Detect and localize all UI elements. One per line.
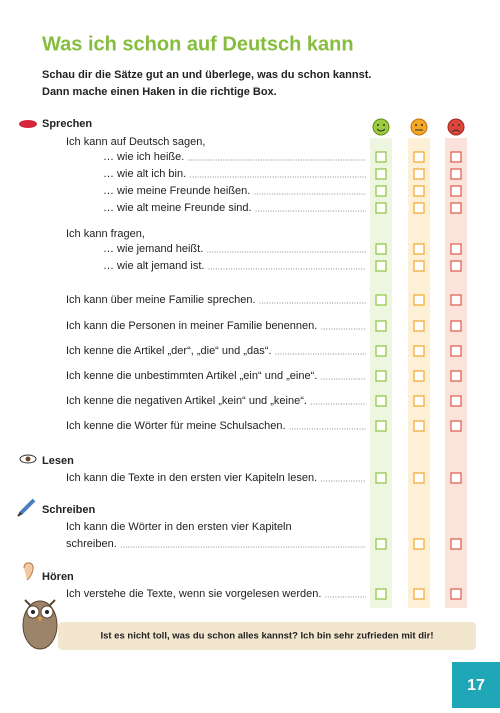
statement: … wie jemand heißt. bbox=[103, 243, 203, 255]
footer-text: Ist es nicht toll, was du schon alles ka… bbox=[100, 631, 433, 642]
checkbox[interactable] bbox=[375, 185, 387, 197]
statement: … wie alt jemand ist. bbox=[103, 260, 204, 272]
page-number: 17 bbox=[467, 677, 485, 694]
statement: Ich kann die Wörter in den ersten vier K… bbox=[66, 521, 292, 533]
checkbox[interactable] bbox=[375, 294, 387, 306]
checkbox[interactable] bbox=[450, 320, 462, 332]
checkbox[interactable] bbox=[375, 345, 387, 357]
statement: … wie alt meine Freunde sind. bbox=[103, 202, 252, 214]
checkbox[interactable] bbox=[375, 320, 387, 332]
checkbox[interactable] bbox=[413, 370, 425, 382]
checkbox[interactable] bbox=[413, 202, 425, 214]
checkbox[interactable] bbox=[450, 472, 462, 484]
title: Was ich schon auf Deutsch kann bbox=[42, 33, 354, 55]
checkbox[interactable] bbox=[375, 420, 387, 432]
checkbox[interactable] bbox=[450, 370, 462, 382]
checkbox[interactable] bbox=[450, 420, 462, 432]
section-title: Lesen bbox=[42, 455, 74, 467]
icon-lips bbox=[19, 120, 37, 128]
checkbox[interactable] bbox=[375, 168, 387, 180]
icon-pencil bbox=[17, 498, 36, 517]
checkbox[interactable] bbox=[450, 185, 462, 197]
footer-banner bbox=[58, 622, 476, 650]
checkbox[interactable] bbox=[450, 151, 462, 163]
checkbox[interactable] bbox=[375, 370, 387, 382]
checkbox[interactable] bbox=[413, 151, 425, 163]
owl bbox=[22, 599, 58, 650]
checkbox[interactable] bbox=[375, 395, 387, 407]
section-title: Sprechen bbox=[42, 118, 92, 130]
checkbox[interactable] bbox=[375, 243, 387, 255]
statement: Ich kenne die negativen Artikel „kein“ u… bbox=[66, 395, 307, 407]
statement: Ich kenne die Artikel „der“, „die“ und „… bbox=[66, 345, 271, 357]
checkbox[interactable] bbox=[413, 395, 425, 407]
checkbox[interactable] bbox=[375, 151, 387, 163]
section-title: Hören bbox=[42, 571, 74, 583]
checkbox[interactable] bbox=[375, 588, 387, 600]
checkbox[interactable] bbox=[450, 202, 462, 214]
checkbox[interactable] bbox=[413, 588, 425, 600]
statement: … wie meine Freunde heißen. bbox=[103, 185, 250, 197]
checkbox[interactable] bbox=[413, 260, 425, 272]
checkbox[interactable] bbox=[450, 588, 462, 600]
checkbox[interactable] bbox=[450, 294, 462, 306]
smiley-neutral bbox=[410, 118, 428, 136]
checkbox[interactable] bbox=[450, 345, 462, 357]
checkbox[interactable] bbox=[413, 168, 425, 180]
statement: Ich kenne die unbestimmten Artikel „ein“… bbox=[66, 370, 317, 382]
checkbox[interactable] bbox=[450, 538, 462, 550]
checkbox[interactable] bbox=[375, 538, 387, 550]
smiley-sad bbox=[447, 118, 465, 136]
checkbox[interactable] bbox=[450, 260, 462, 272]
icon-eye bbox=[19, 454, 37, 464]
statement: … wie alt ich bin. bbox=[103, 168, 186, 180]
checkbox[interactable] bbox=[450, 168, 462, 180]
checkbox[interactable] bbox=[450, 243, 462, 255]
statement: … wie ich heiße. bbox=[103, 151, 184, 163]
checkbox[interactable] bbox=[413, 185, 425, 197]
statement: Ich kann die Texte in den ersten vier Ka… bbox=[66, 472, 317, 484]
section-title: Schreiben bbox=[42, 504, 95, 516]
smiley-happy bbox=[372, 118, 390, 136]
checkbox[interactable] bbox=[375, 202, 387, 214]
checkbox[interactable] bbox=[413, 345, 425, 357]
checkbox[interactable] bbox=[413, 294, 425, 306]
checkbox[interactable] bbox=[413, 320, 425, 332]
statement: Ich kann fragen, bbox=[66, 228, 145, 240]
statement: schreiben. bbox=[66, 538, 117, 550]
statement: Ich kann die Personen in meiner Familie … bbox=[66, 320, 317, 332]
checkbox[interactable] bbox=[413, 420, 425, 432]
statement: Ich verstehe die Texte, wenn sie vorgele… bbox=[66, 588, 321, 600]
checkbox[interactable] bbox=[413, 243, 425, 255]
statement: Ich kann über meine Familie sprechen. bbox=[66, 294, 256, 306]
instruction: Dann mache einen Haken in die richtige B… bbox=[42, 86, 277, 98]
checkbox[interactable] bbox=[413, 472, 425, 484]
checkbox[interactable] bbox=[375, 260, 387, 272]
statement: Ich kann auf Deutsch sagen, bbox=[66, 136, 205, 148]
instruction: Schau dir die Sätze gut an und überlege,… bbox=[42, 69, 371, 81]
checkbox[interactable] bbox=[450, 395, 462, 407]
checkbox[interactable] bbox=[375, 472, 387, 484]
icon-ear bbox=[23, 562, 34, 581]
checkbox[interactable] bbox=[413, 538, 425, 550]
statement: Ich kenne die Wörter für meine Schulsach… bbox=[66, 420, 286, 432]
page-number-box bbox=[452, 662, 500, 708]
